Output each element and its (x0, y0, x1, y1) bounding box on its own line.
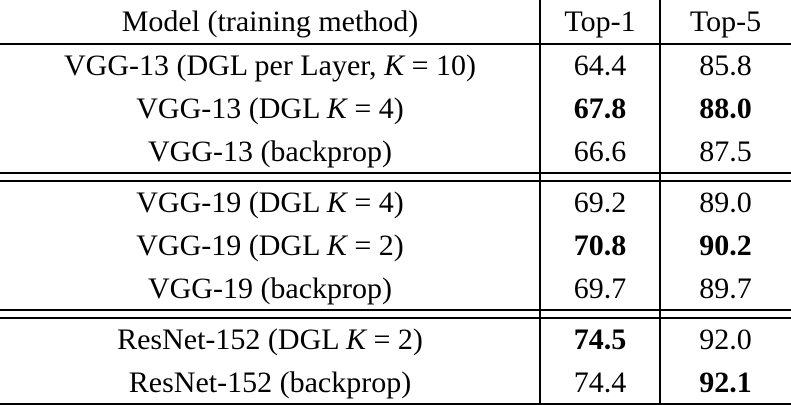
model-text: VGG-19 (backprop) (147, 271, 393, 305)
model-text: = 2) (346, 228, 404, 262)
model-text: ResNet-152 (DGL (117, 322, 346, 356)
header-cell: Model (training method) (121, 5, 419, 38)
top5-cell: 90.2 (699, 228, 752, 262)
rule (0, 317, 791, 319)
math-var: K (384, 48, 405, 82)
top1-cell: 70.8 (573, 228, 627, 262)
model-text: VGG-13 (backprop) (147, 134, 393, 168)
model-text: VGG-19 (DGL (136, 228, 327, 262)
top5-cell: 89.0 (699, 185, 752, 219)
top5-cell: 88.0 (699, 91, 752, 125)
model-text: VGG-13 (DGL (136, 91, 327, 125)
model-cell: VGG-13 (DGL K = 4) (0, 87, 540, 130)
model-cell: VGG-19 (backprop) (0, 267, 540, 310)
math-var: K (326, 185, 347, 219)
model-text: ResNet-152 (backprop) (128, 365, 412, 399)
top1-cell: 67.8 (573, 91, 627, 125)
model-cell: VGG-13 (DGL per Layer, K = 10) (0, 44, 540, 87)
rule (0, 43, 791, 45)
column-rule (659, 0, 661, 405)
model-cell: VGG-19 (DGL K = 4) (0, 181, 540, 224)
rule (0, 180, 791, 182)
top1-cell: 74.5 (573, 322, 627, 356)
rule (0, 403, 791, 405)
model-text: VGG-13 (DGL per Layer, (63, 48, 385, 82)
model-cell: ResNet-152 (DGL K = 2) (0, 318, 540, 361)
top1-cell: 64.4 (573, 48, 627, 82)
top1-cell: 69.2 (573, 185, 627, 219)
header-cell: Top-1 (564, 5, 636, 38)
model-cell: VGG-13 (backprop) (0, 130, 540, 173)
top5-cell: 92.0 (699, 322, 752, 356)
math-var: K (345, 322, 366, 356)
top1-cell: 66.6 (573, 134, 627, 168)
rule (0, 309, 791, 311)
top1-cell: 69.7 (573, 271, 627, 305)
top1-cell: 74.4 (573, 365, 627, 399)
model-text: = 4) (346, 185, 404, 219)
header-cell: Top-5 (689, 5, 762, 38)
top5-cell: 85.8 (699, 48, 752, 82)
top5-cell: 89.7 (699, 271, 752, 305)
math-var: K (326, 91, 347, 125)
column-rule (539, 0, 541, 405)
top5-cell: 87.5 (699, 134, 752, 168)
model-cell: ResNet-152 (backprop) (0, 361, 540, 404)
model-cell: VGG-19 (DGL K = 2) (0, 224, 540, 267)
model-text: = 10) (404, 48, 476, 82)
model-text: = 2) (365, 322, 423, 356)
model-text: VGG-19 (DGL (136, 185, 327, 219)
top5-cell: 92.1 (699, 365, 752, 399)
math-var: K (326, 228, 347, 262)
rule (0, 172, 791, 174)
model-text: = 4) (346, 91, 404, 125)
